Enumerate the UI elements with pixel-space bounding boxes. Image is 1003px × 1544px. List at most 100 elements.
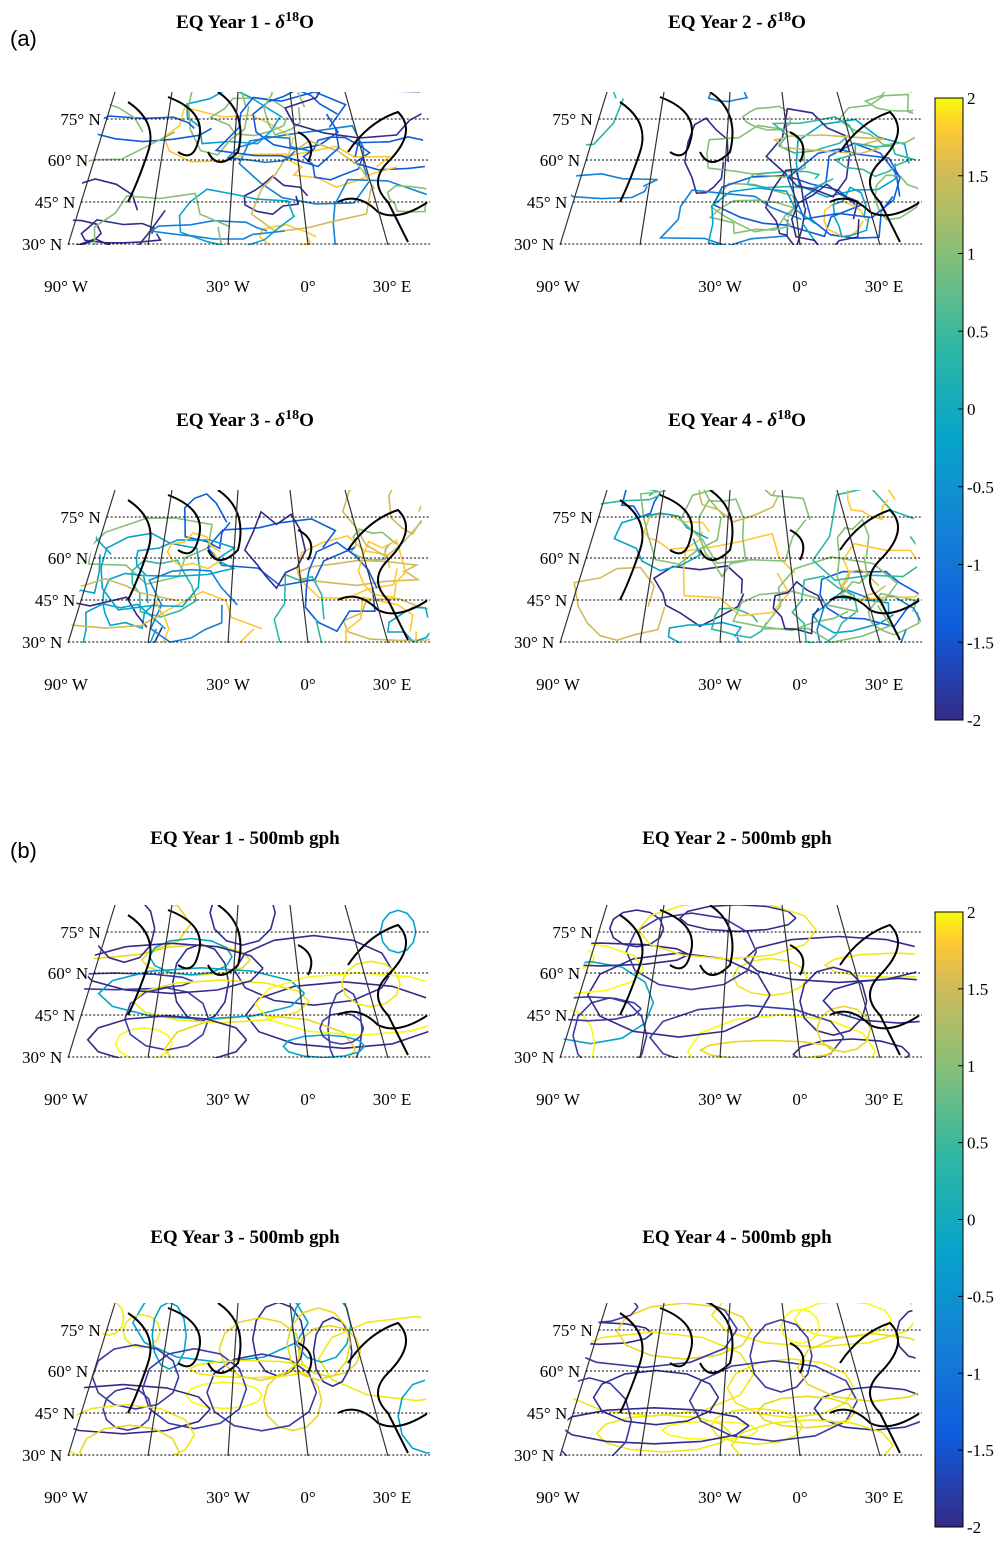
coastline [619, 92, 921, 243]
contour-line [682, 532, 796, 617]
contour-line [760, 556, 899, 643]
meridian [147, 489, 173, 644]
contour-line [388, 490, 430, 536]
contour-line [78, 1424, 181, 1456]
title-part: 18 [285, 10, 299, 25]
title-part: EQ Year 1 - 500mb gph [150, 828, 340, 849]
lon-label: 30° E [865, 1090, 903, 1109]
contour-line [185, 1381, 263, 1410]
title-part: δ [767, 410, 777, 431]
contour-line [141, 1347, 248, 1430]
panel-title: EQ Year 3 - 500mb gph [150, 1227, 340, 1248]
lon-label: 30° W [698, 1090, 743, 1109]
title-part: O [791, 410, 806, 431]
figure-label: (b) [10, 838, 37, 863]
lat-label: 45° N [35, 1006, 75, 1025]
contour-line [874, 174, 922, 221]
contour-line [151, 1303, 187, 1371]
contour-line [352, 135, 430, 171]
contour-line [730, 1418, 894, 1456]
contour-line [772, 580, 825, 635]
meridian [781, 1302, 801, 1457]
contour-line [683, 117, 730, 195]
contour-line [68, 1403, 196, 1456]
meridian [719, 904, 731, 1059]
contour-line [302, 136, 364, 181]
lat-label: 60° N [48, 1362, 88, 1381]
contour-line [679, 490, 811, 565]
meridian [344, 91, 389, 246]
contour-line [832, 186, 870, 238]
lat-label: 60° N [540, 1362, 580, 1381]
colorbar-label: -1 [967, 1364, 981, 1383]
contour-line [238, 124, 370, 205]
colorbar-label: 0.5 [967, 1134, 988, 1153]
contour-line [80, 218, 162, 244]
contour-line [667, 621, 743, 643]
meridian [67, 489, 116, 644]
contour-line [68, 98, 176, 166]
colorbar-label: 2 [967, 903, 976, 922]
colorbar-label: -2 [967, 1518, 981, 1537]
meridian [147, 904, 173, 1059]
contour-line [397, 1378, 430, 1455]
lon-label: 30° W [698, 277, 743, 296]
lat-label: 75° N [60, 923, 100, 942]
contour-line [319, 1012, 365, 1045]
panel-title: EQ Year 4 - 500mb gph [642, 1227, 832, 1248]
map-panel: 75° N 60° N 45° N 30° N 90° W 30° W 0° 30° E [22, 1302, 430, 1507]
contour-line [710, 1303, 922, 1348]
lon-label: 90° W [44, 675, 89, 694]
contour-line [68, 216, 103, 245]
lon-label: 90° W [536, 1488, 581, 1507]
contour-line [209, 905, 276, 946]
figure-label: (a) [10, 26, 37, 51]
contour-line [86, 1014, 248, 1058]
contour-line [608, 909, 665, 948]
contour-line [560, 1321, 653, 1346]
lon-label: 0° [300, 675, 315, 694]
contour-line [708, 199, 796, 235]
contour-line [68, 178, 166, 245]
coastline [619, 905, 921, 1056]
title-part: EQ Year 4 - 500mb gph [642, 1227, 832, 1248]
contour-line [660, 1420, 759, 1441]
contour-line [732, 590, 858, 632]
colorbar-label: -1.5 [967, 633, 994, 652]
meridian [836, 904, 881, 1059]
meridian [227, 489, 239, 644]
contour-line [68, 596, 163, 643]
title-part: δ [275, 12, 285, 33]
map-panel: 75° N 60° N 45° N 30° N 90° W 30° W 0° 30° E [514, 1302, 922, 1507]
contour-line [178, 188, 296, 245]
contour-line [707, 187, 821, 245]
contours [68, 490, 430, 643]
meridian [781, 489, 801, 644]
lon-label: 30° E [373, 675, 411, 694]
title-part: δ [767, 12, 777, 33]
contour-line [560, 1303, 639, 1325]
panel-title: EQ Year 2 - δ18O [668, 10, 806, 34]
lon-label: 90° W [536, 277, 581, 296]
contour-line [68, 1383, 211, 1435]
contours [68, 905, 430, 1058]
lon-label: 0° [300, 1488, 315, 1507]
map-panel: 75° N 60° N 45° N 30° N 90° W 30° W 0° 30° E [22, 904, 430, 1109]
contour-line [795, 118, 910, 198]
lon-label: 30° E [865, 675, 903, 694]
contour-line [341, 490, 430, 558]
colorbar-label: 0 [967, 1211, 976, 1230]
meridian [289, 1302, 309, 1457]
lat-label: 45° N [35, 1404, 75, 1423]
contour-line [811, 490, 922, 582]
lon-label: 90° W [536, 1090, 581, 1109]
title-part: O [299, 12, 314, 33]
contour-line [187, 92, 250, 156]
colorbar-label: 0.5 [967, 322, 988, 341]
title-part: O [299, 410, 314, 431]
lon-label: 0° [300, 1090, 315, 1109]
contour-line [749, 1318, 813, 1393]
meridian [227, 91, 239, 246]
lon-label: 30° E [865, 277, 903, 296]
contour-line [799, 966, 868, 1037]
